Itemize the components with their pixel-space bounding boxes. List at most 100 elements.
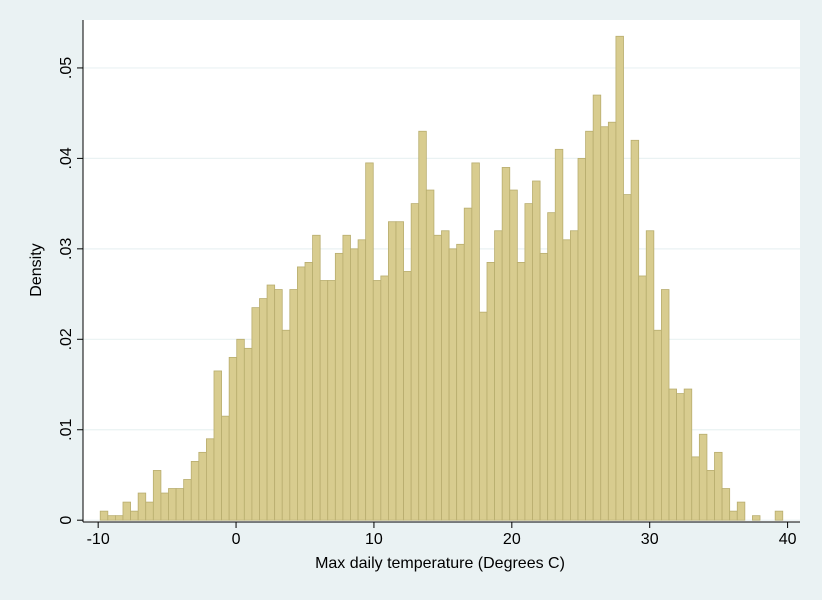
bar — [403, 271, 412, 521]
bar — [509, 189, 518, 521]
bar — [357, 239, 367, 521]
bar — [752, 515, 761, 521]
bar — [122, 501, 131, 521]
y-tick-label: .04 — [58, 147, 75, 169]
bar — [501, 167, 511, 521]
bar — [190, 460, 200, 521]
x-tick-label: -10 — [87, 531, 110, 548]
bar — [152, 470, 162, 521]
bar — [380, 275, 389, 521]
bar — [547, 212, 556, 521]
bar — [774, 510, 784, 521]
y-tick-label: .03 — [58, 238, 75, 260]
bar — [524, 203, 533, 521]
bar — [721, 488, 731, 521]
bar — [372, 280, 382, 521]
bar — [236, 338, 245, 521]
bar — [206, 438, 215, 521]
bar — [350, 248, 359, 521]
bar — [228, 356, 238, 521]
x-tick-label: 40 — [779, 531, 797, 548]
bar — [676, 393, 685, 521]
bar — [645, 230, 655, 521]
bar — [160, 492, 169, 521]
x-tick-label: 20 — [503, 531, 521, 548]
bar — [365, 162, 374, 521]
bar — [577, 157, 586, 521]
bar — [388, 221, 397, 521]
bar — [630, 139, 640, 521]
x-tick-label: 10 — [365, 531, 383, 548]
bar — [183, 479, 192, 521]
bar — [418, 130, 427, 521]
bar — [115, 515, 124, 521]
bar — [198, 451, 207, 521]
bar — [683, 388, 693, 521]
bar — [137, 492, 147, 521]
bar — [334, 252, 344, 521]
bar — [653, 329, 662, 521]
bar — [441, 230, 450, 521]
bar — [342, 234, 351, 521]
bar — [661, 289, 670, 521]
bar — [585, 130, 594, 521]
bar — [615, 35, 624, 521]
x-tick-label: 30 — [641, 531, 659, 548]
bar — [251, 307, 260, 521]
bar — [736, 501, 746, 521]
bar — [706, 470, 715, 521]
bar — [486, 262, 495, 521]
y-tick-label: .05 — [58, 57, 75, 79]
x-tick-label: 0 — [232, 531, 241, 548]
y-tick-label: .01 — [58, 419, 75, 441]
bar — [433, 234, 442, 521]
bar — [168, 488, 177, 521]
bar — [729, 510, 738, 521]
x-axis-title: Max daily temperature (Degrees C) — [315, 555, 565, 572]
bar — [600, 126, 609, 521]
bar — [714, 451, 723, 521]
bar — [281, 329, 291, 521]
bar — [259, 298, 268, 521]
bar — [463, 207, 473, 521]
y-tick-label: .02 — [58, 328, 75, 350]
bar — [289, 289, 298, 521]
bar — [107, 515, 116, 521]
bar — [312, 234, 321, 521]
bar — [471, 162, 480, 521]
bar — [691, 456, 700, 521]
bar — [266, 284, 276, 521]
bar — [425, 189, 435, 521]
bar — [304, 262, 313, 521]
bar — [243, 347, 253, 521]
bar — [539, 252, 549, 521]
bar — [410, 203, 420, 521]
bar — [570, 230, 579, 521]
bar — [274, 289, 283, 521]
bar — [297, 266, 306, 521]
bar — [221, 415, 230, 521]
bar — [554, 148, 564, 521]
y-tick-label: 0 — [58, 516, 75, 525]
bar — [145, 501, 154, 521]
bar — [698, 433, 708, 521]
bar — [638, 275, 647, 521]
bar — [130, 510, 139, 521]
bar — [327, 280, 336, 521]
bar — [448, 248, 458, 521]
bar — [213, 370, 222, 521]
bar — [592, 94, 602, 521]
bar — [175, 488, 185, 521]
bar — [607, 121, 617, 521]
bar — [562, 239, 571, 521]
bar — [99, 510, 109, 521]
bar — [668, 388, 677, 521]
bar — [623, 194, 632, 521]
bar — [456, 243, 465, 521]
bar — [395, 221, 404, 521]
bar — [516, 262, 526, 521]
bar — [494, 230, 503, 521]
bar — [532, 180, 541, 521]
